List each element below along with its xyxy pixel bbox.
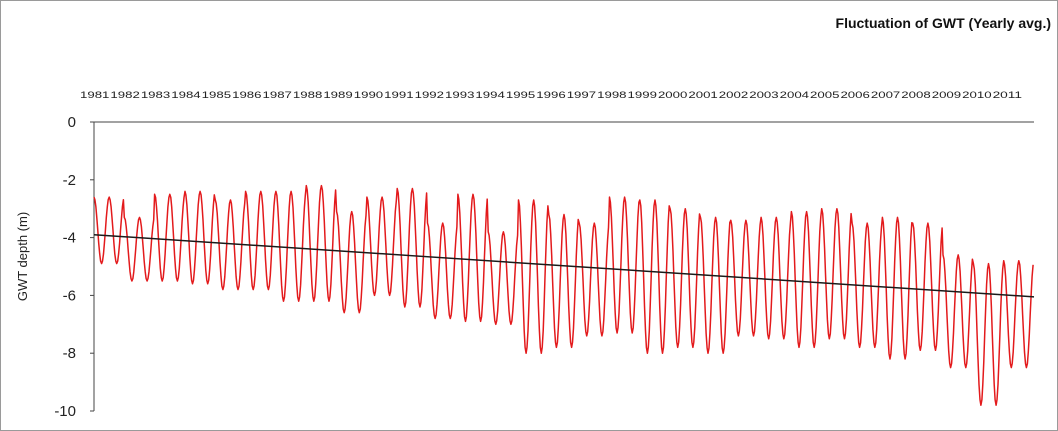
x-tick-label: 1982 <box>110 90 139 101</box>
x-tick-label: 2009 <box>932 90 961 101</box>
x-tick-label: 2010 <box>962 90 991 101</box>
trend-line <box>93 233 1035 298</box>
x-tick-label: 2002 <box>719 90 748 101</box>
y-tick-label: -10 <box>54 403 76 420</box>
x-tick-label: 2008 <box>901 90 930 101</box>
x-tick-label: 1998 <box>597 90 626 101</box>
x-tick-label: 1985 <box>202 90 231 101</box>
x-tick-label: 1987 <box>263 90 292 101</box>
series-line-gwt <box>93 184 1034 406</box>
x-tick-label: 2000 <box>658 90 687 101</box>
x-tick-label: 1996 <box>536 90 565 101</box>
y-axis-label: GWT depth (m) <box>15 212 30 301</box>
x-tick-label: 1992 <box>415 90 444 101</box>
x-tick-label: 2006 <box>840 90 869 101</box>
x-tick-label: 1981 <box>80 90 109 101</box>
y-tick-label: -4 <box>63 230 76 247</box>
y-tick-label: -6 <box>63 287 76 304</box>
y-tick-label: -2 <box>63 172 76 189</box>
x-tick-label: 1994 <box>475 90 504 101</box>
x-tick-label: 2003 <box>749 90 778 101</box>
x-tick-label: 1999 <box>628 90 657 101</box>
x-tick-label: 2001 <box>688 90 717 101</box>
y-tick-label: -8 <box>63 345 76 362</box>
x-tick-label: 1989 <box>323 90 352 101</box>
x-tick-label: 2004 <box>780 90 809 101</box>
x-tick-label: 1993 <box>445 90 474 101</box>
x-tick-label: 1988 <box>293 90 322 101</box>
x-tick-label: 1986 <box>232 90 261 101</box>
x-tick-label: 2007 <box>871 90 900 101</box>
x-tick-label: 1984 <box>171 90 200 101</box>
x-tick-label: 1983 <box>141 90 170 101</box>
x-tick-label: 1995 <box>506 90 535 101</box>
chart-title: Fluctuation of GWT (Yearly avg.) <box>835 15 1051 31</box>
x-tick-label: 1990 <box>354 90 383 101</box>
x-tick-label: 2005 <box>810 90 839 101</box>
y-tick-label: 0 <box>68 114 76 131</box>
x-tick-label: 1991 <box>384 90 413 101</box>
x-tick-label: 1997 <box>567 90 596 101</box>
x-tick-label: 2011 <box>993 90 1022 101</box>
